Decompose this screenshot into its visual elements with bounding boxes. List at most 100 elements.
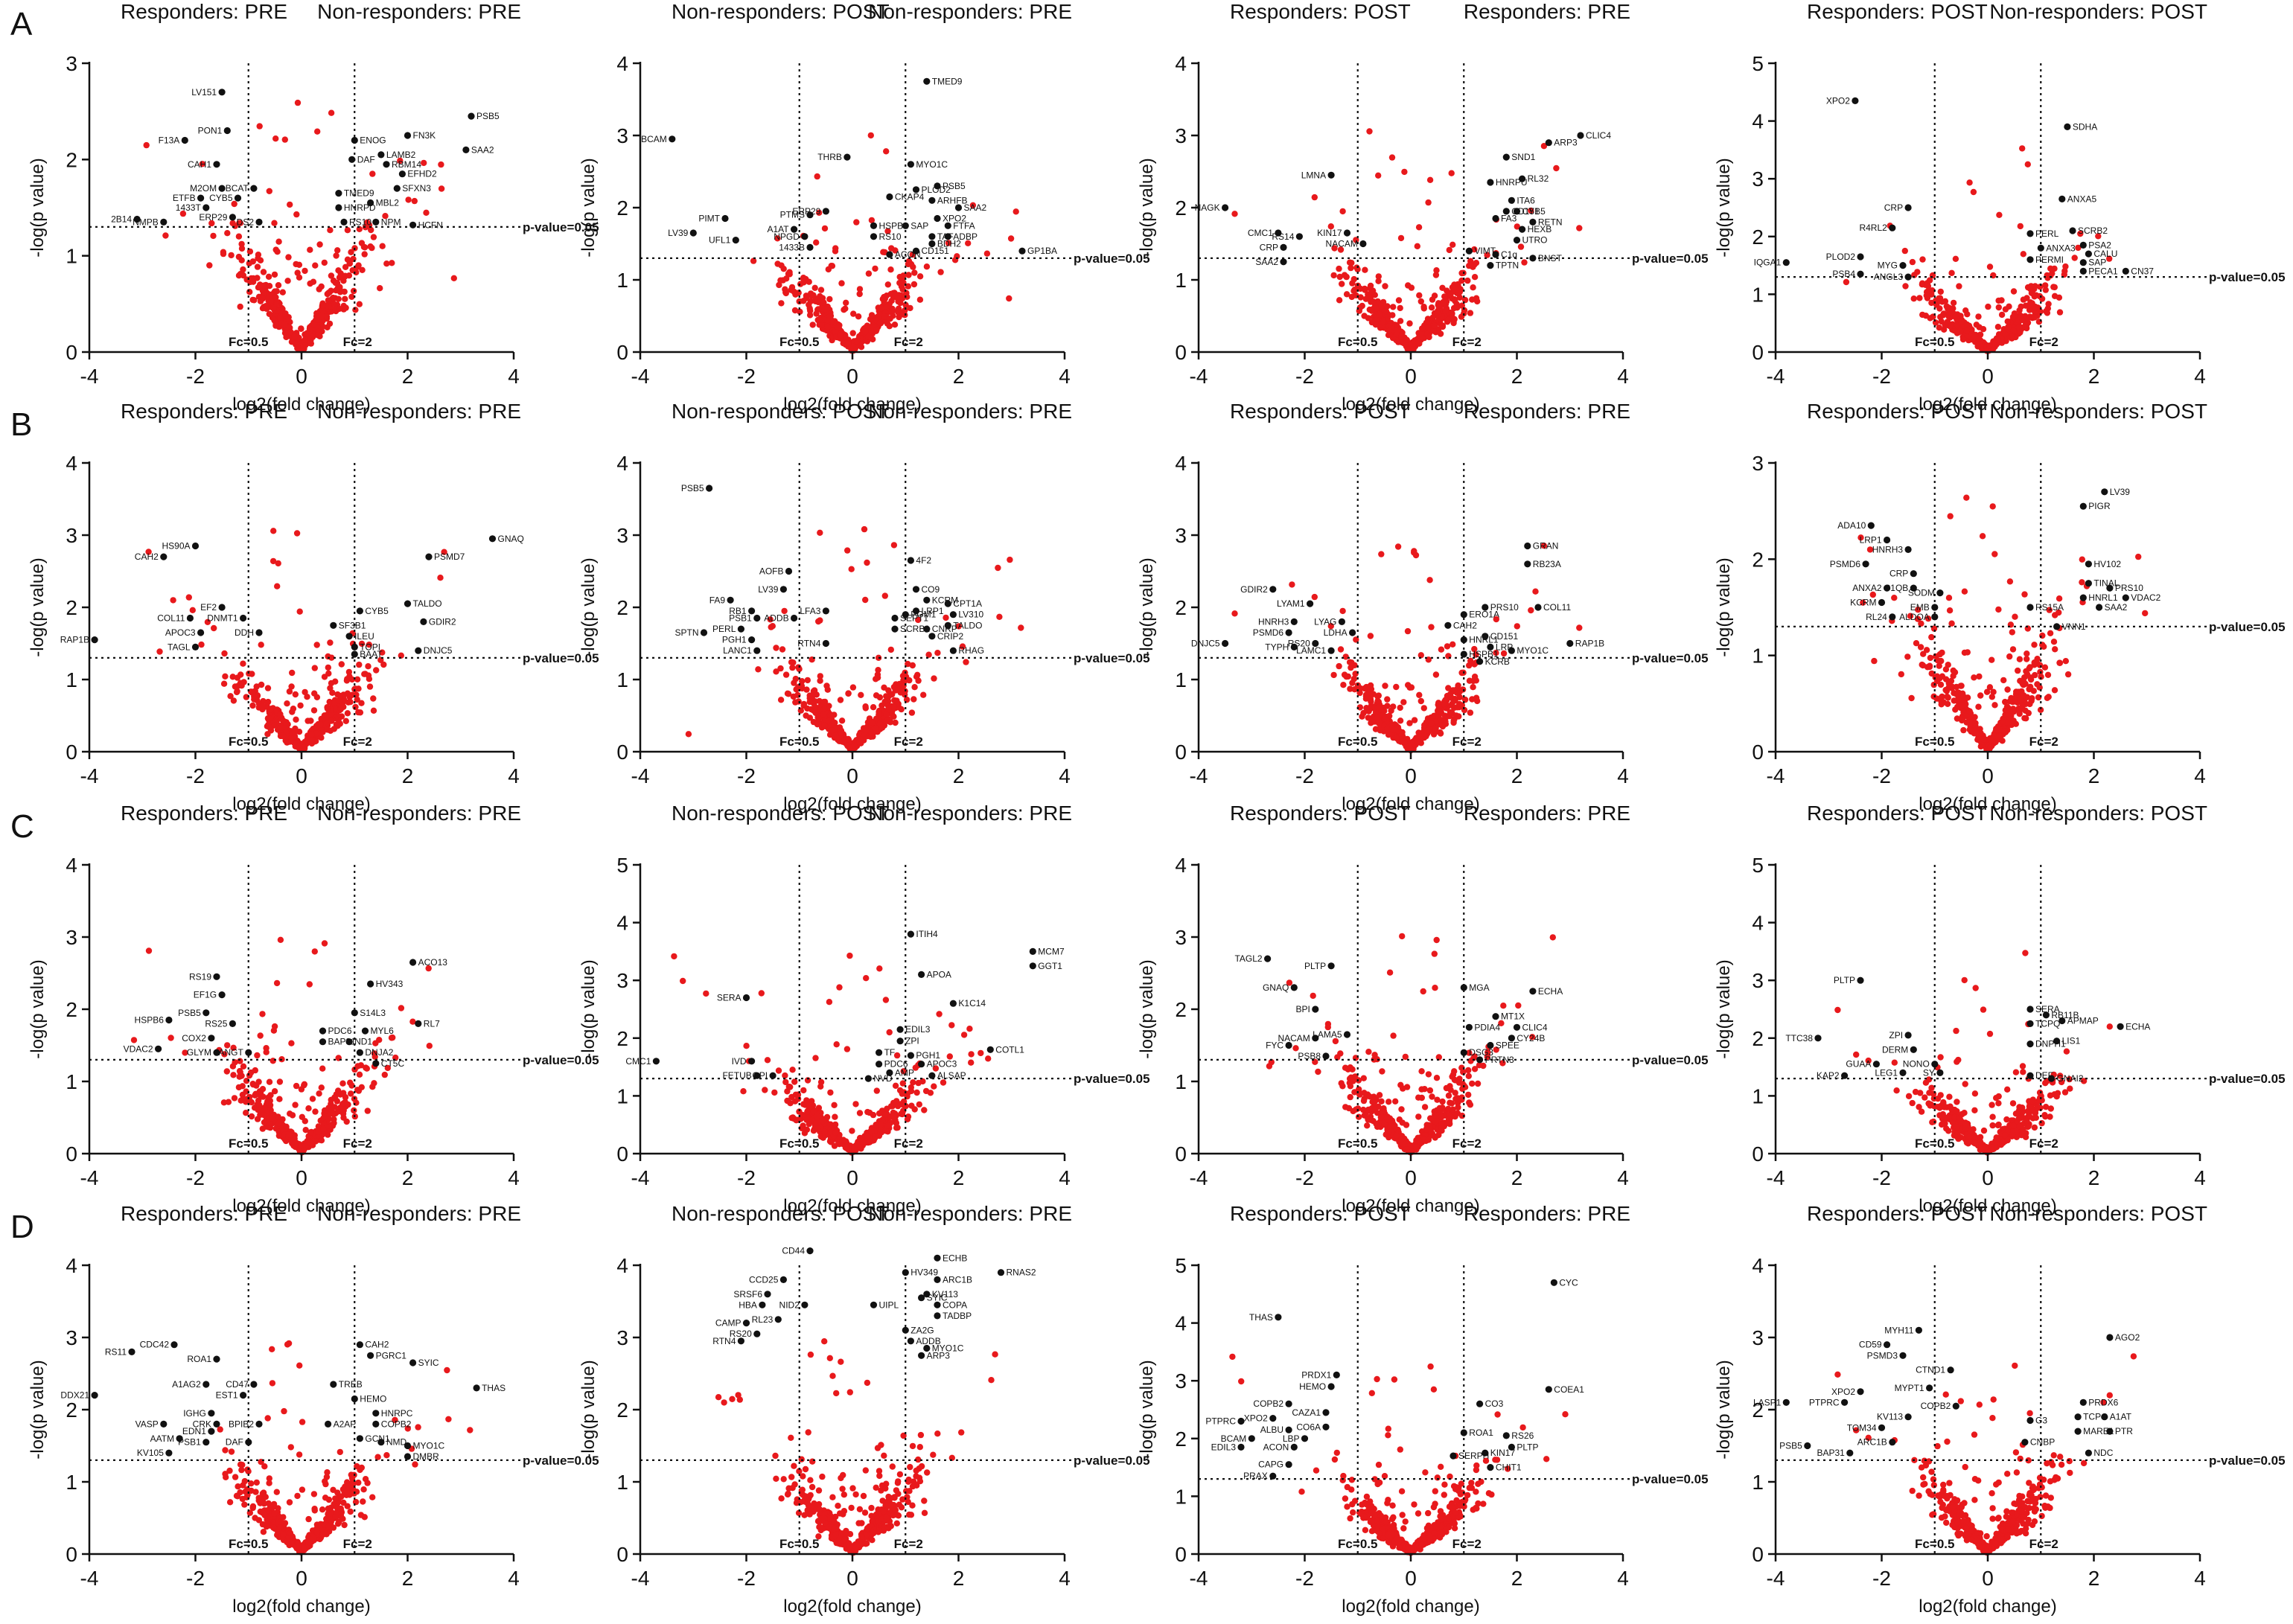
- protein-label: M2OM: [190, 183, 217, 194]
- data-point: [1954, 330, 1961, 336]
- data-point: [1464, 277, 1471, 284]
- data-point: [240, 660, 246, 667]
- data-point: [185, 594, 192, 601]
- data-point: [389, 260, 395, 266]
- x-tick-label: 4: [2194, 764, 2206, 787]
- data-point: [1384, 696, 1391, 703]
- significant-point: [1487, 643, 1494, 651]
- data-point: [809, 322, 816, 328]
- data-point: [921, 1107, 928, 1113]
- data-point: [257, 1032, 264, 1039]
- data-point: [324, 704, 331, 711]
- data-point: [1447, 709, 1454, 716]
- data-point: [302, 336, 308, 343]
- data-point: [868, 312, 876, 319]
- protein-label: RS25: [205, 1018, 227, 1029]
- data-point: [333, 287, 339, 294]
- data-point: [782, 671, 790, 678]
- data-point: [269, 1115, 275, 1122]
- data-point: [328, 1123, 334, 1130]
- data-point: [1987, 737, 1994, 744]
- data-point: [321, 259, 328, 266]
- data-point: [271, 1088, 278, 1095]
- data-point: [1435, 708, 1441, 715]
- significant-point: [398, 170, 406, 178]
- protein-label: CKAP4: [895, 192, 925, 202]
- data-point: [302, 688, 308, 696]
- data-point: [281, 321, 288, 327]
- significant-point: [801, 233, 809, 240]
- significant-point: [2096, 604, 2103, 611]
- data-point: [1871, 657, 1878, 665]
- data-point: [1375, 172, 1382, 179]
- protein-label: CYB5: [1522, 206, 1546, 217]
- data-point: [275, 282, 282, 289]
- data-point: [348, 1090, 354, 1097]
- data-point: [1947, 323, 1954, 330]
- y-tick-label: 0: [1752, 341, 1764, 364]
- data-point: [322, 1113, 328, 1120]
- fc-high-label: Fc=2: [1452, 335, 1482, 349]
- data-point: [1441, 293, 1448, 300]
- data-point: [1961, 588, 1968, 595]
- protein-label: CLIC4: [1586, 130, 1611, 141]
- data-point: [293, 716, 299, 723]
- significant-point: [1878, 598, 1886, 607]
- data-point: [1985, 303, 1991, 310]
- protein-label: 1433T: [176, 202, 202, 213]
- data-point: [873, 715, 880, 722]
- data-point: [238, 240, 245, 248]
- data-point: [837, 697, 844, 703]
- data-point: [832, 248, 839, 255]
- significant-point: [928, 240, 936, 248]
- data-point: [1391, 726, 1397, 734]
- data-point: [222, 673, 229, 680]
- data-point: [820, 698, 827, 706]
- data-point: [2018, 705, 2025, 712]
- data-point: [284, 278, 291, 284]
- protein-label: GDIR2: [429, 616, 456, 627]
- protein-label: THRB: [817, 152, 842, 162]
- protein-label: PIGR: [2088, 501, 2111, 511]
- data-point: [1467, 258, 1474, 264]
- protein-label: ARHFB: [937, 195, 968, 205]
- panel-left-title: Responders: PRE: [121, 0, 287, 23]
- data-point: [1383, 308, 1390, 315]
- data-point: [1948, 620, 1955, 627]
- data-point: [366, 676, 373, 682]
- data-point: [1975, 313, 1982, 320]
- data-point: [352, 703, 359, 711]
- data-point: [1349, 280, 1356, 287]
- protein-label: GNAQ: [498, 534, 524, 544]
- protein-label: SCRB2: [2078, 226, 2108, 236]
- significant-point: [669, 135, 676, 143]
- data-point: [2006, 707, 2013, 714]
- protein-label: XPO2: [943, 214, 966, 224]
- data-point: [1966, 179, 1973, 186]
- protein-label: ALDOA: [1899, 612, 1930, 622]
- data-point: [937, 269, 944, 275]
- data-point: [1995, 304, 2002, 311]
- significant-point: [1566, 639, 1574, 648]
- data-point: [1923, 647, 1930, 653]
- data-point: [858, 691, 864, 698]
- data-point: [254, 263, 261, 270]
- significant-point: [1852, 97, 1859, 104]
- data-point: [890, 1113, 897, 1120]
- data-point: [814, 721, 821, 728]
- data-point: [1397, 234, 1405, 242]
- data-point: [367, 243, 374, 250]
- data-point: [238, 682, 245, 689]
- data-point: [789, 1067, 796, 1073]
- data-point: [773, 645, 779, 651]
- data-point: [856, 290, 863, 298]
- data-point: [853, 338, 861, 345]
- data-point: [328, 717, 335, 724]
- data-point: [1970, 188, 1977, 196]
- data-point: [789, 664, 796, 671]
- data-point: [334, 247, 341, 254]
- data-point: [319, 323, 326, 330]
- data-point: [259, 1011, 266, 1017]
